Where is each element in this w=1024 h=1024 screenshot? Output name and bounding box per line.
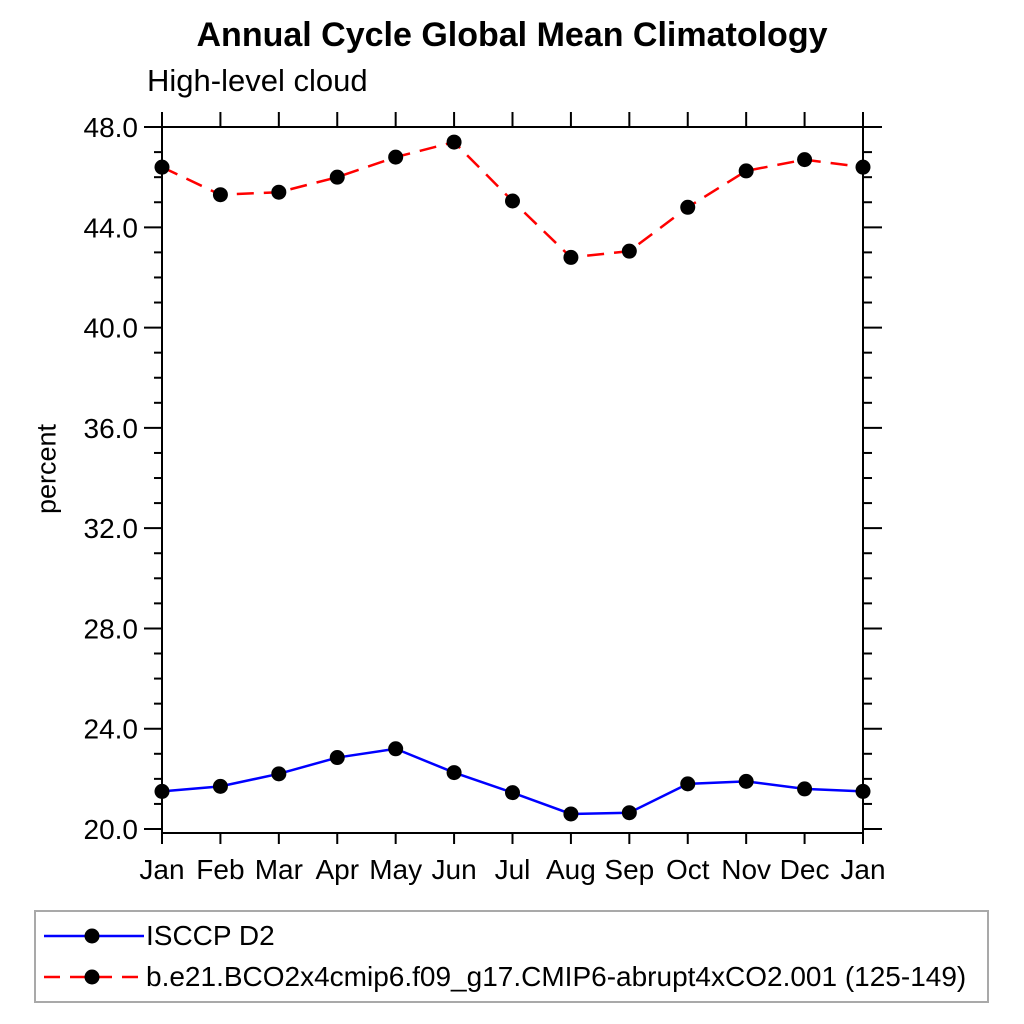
series-1-marker <box>797 152 813 168</box>
plot-border <box>161 126 864 834</box>
series-0-marker <box>797 781 813 797</box>
series-1-marker <box>563 249 579 265</box>
series-1-marker <box>680 199 696 215</box>
series-1-marker <box>855 159 871 175</box>
series-0-marker <box>212 778 228 794</box>
series-0-marker <box>329 750 345 766</box>
y-tick-label: 20.0 <box>84 814 139 845</box>
legend-label-1: b.e21.BCO2x4cmip6.f09_g17.CMIP6-abrupt4x… <box>146 961 967 992</box>
chart-subtitle: High-level cloud <box>147 63 368 98</box>
x-tick-label: May <box>369 854 422 885</box>
legend-box: ISCCP D2 b.e21.BCO2x4cmip6.f09_g17.CMIP6-… <box>34 910 989 1003</box>
series-0-marker <box>680 776 696 792</box>
legend-sample-1 <box>44 969 144 985</box>
x-tick-label: Apr <box>315 854 359 885</box>
series-0-marker <box>388 741 404 757</box>
series-1-marker <box>271 184 287 200</box>
x-tick-label: Sep <box>604 854 654 885</box>
legend-marker-icon <box>84 969 100 985</box>
legend-entry-1: b.e21.BCO2x4cmip6.f09_g17.CMIP6-abrupt4x… <box>40 961 967 992</box>
x-tick-label: Jan <box>139 854 184 885</box>
series-0-marker <box>563 806 579 822</box>
y-tick-label: 32.0 <box>84 513 139 544</box>
y-tick-label: 28.0 <box>84 613 139 644</box>
series-0-marker <box>446 765 462 781</box>
y-tick-label: 36.0 <box>84 413 139 444</box>
y-tick-label: 44.0 <box>84 212 139 243</box>
series-0-marker <box>271 766 287 782</box>
series-1-marker <box>446 134 462 150</box>
x-tick-label: Jan <box>840 854 885 885</box>
plot-area: Jan Feb Mar Apr May Jun Jul Aug Sep Oct Nov Dec Jan2… <box>84 112 886 885</box>
series-0-marker <box>621 805 637 821</box>
series-0-line <box>161 747 864 816</box>
x-tick-label: Nov <box>721 854 771 885</box>
series-1-marker <box>154 159 170 175</box>
series-1-marker <box>212 187 228 203</box>
legend-sample-0 <box>44 928 144 944</box>
series-1-marker <box>738 163 754 179</box>
y-tick-label: 48.0 <box>84 112 139 143</box>
y-tick-label: 24.0 <box>84 714 139 745</box>
legend-entry-0: ISCCP D2 <box>40 920 275 951</box>
legend-marker-icon <box>84 928 100 944</box>
series-1-marker <box>388 149 404 165</box>
legend-label-0: ISCCP D2 <box>146 920 275 951</box>
x-tick-label: Aug <box>546 854 596 885</box>
series-0-marker <box>505 785 520 801</box>
x-tick-label: Mar <box>255 854 303 885</box>
series-0-marker <box>154 783 170 799</box>
series-0-marker <box>738 773 754 789</box>
series-0-marker <box>855 783 871 799</box>
x-tick-label: Jul <box>495 854 531 885</box>
series-1-marker <box>505 193 520 209</box>
y-tick-label: 40.0 <box>84 313 139 344</box>
series-1-marker <box>329 169 345 185</box>
x-tick-label: Dec <box>780 854 830 885</box>
x-tick-label: Oct <box>666 854 710 885</box>
series-1-marker <box>621 243 637 259</box>
chart-title: Annual Cycle Global Mean Climatology <box>196 16 828 54</box>
x-tick-label: Jun <box>432 854 477 885</box>
x-tick-label: Feb <box>196 854 244 885</box>
